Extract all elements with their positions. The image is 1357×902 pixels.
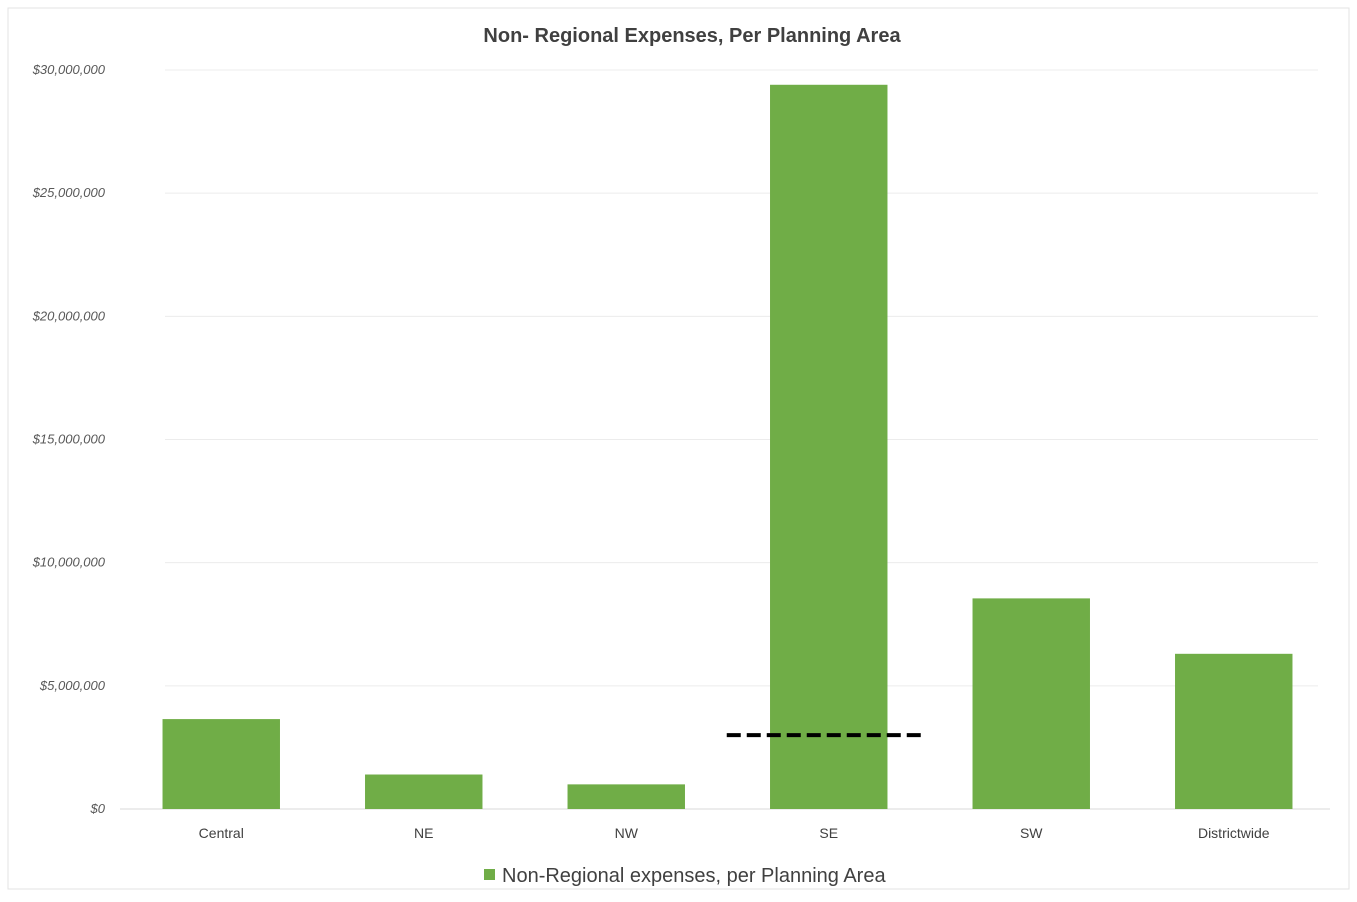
x-tick-label: SE <box>819 825 838 841</box>
bar-central <box>162 719 280 809</box>
chart-title: Non- Regional Expenses, Per Planning Are… <box>483 25 901 47</box>
x-axis-tick-labels: Central NE NW SE SW Districtwide <box>199 825 1270 841</box>
legend-swatch <box>484 869 495 880</box>
y-tick-label: $0 <box>90 801 106 816</box>
x-tick-label: Central <box>199 825 244 841</box>
y-tick-label: $20,000,000 <box>32 308 106 323</box>
x-tick-label: Districtwide <box>1198 825 1270 841</box>
gridlines <box>120 69 1330 810</box>
x-tick-label: SW <box>1020 825 1043 841</box>
bars <box>162 84 1293 809</box>
y-axis-tick-labels: $0 $5,000,000 $10,000,000 $15,000,000 $20,00… <box>32 62 106 816</box>
x-tick-label: NW <box>615 825 639 841</box>
y-tick-label: $5,000,000 <box>39 678 106 693</box>
bar-nw <box>567 784 685 809</box>
y-tick-label: $25,000,000 <box>32 185 106 200</box>
bar-sw <box>972 598 1090 809</box>
bar-se <box>770 84 888 809</box>
legend-label: Non-Regional expenses, per Planning Area <box>502 865 886 887</box>
bar-ne <box>365 774 483 809</box>
legend: Non-Regional expenses, per Planning Area <box>484 865 886 887</box>
y-tick-label: $10,000,000 <box>32 555 106 570</box>
bar-districtwide <box>1175 653 1293 809</box>
y-tick-label: $30,000,000 <box>32 62 106 77</box>
x-tick-label: NE <box>414 825 433 841</box>
y-tick-label: $15,000,000 <box>32 432 106 447</box>
